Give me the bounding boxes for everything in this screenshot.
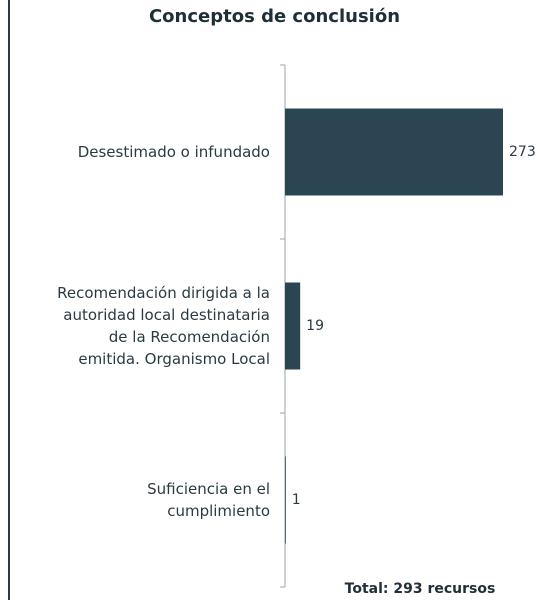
bar <box>285 108 503 196</box>
category-label: Desestimado o infundado <box>77 143 270 161</box>
value-label: 1 <box>291 492 301 508</box>
total-annotation: Total: 293 recursos <box>344 581 496 597</box>
chart-title: Conceptos de conclusión <box>148 6 401 27</box>
bar <box>285 282 301 370</box>
value-label: 273 <box>509 144 536 160</box>
category-label: Recomendación dirigida a la autoridad lo… <box>57 284 270 368</box>
category-label: Suficiencia en el cumplimiento <box>147 480 270 520</box>
value-label: 19 <box>306 318 324 334</box>
bar <box>285 456 286 544</box>
